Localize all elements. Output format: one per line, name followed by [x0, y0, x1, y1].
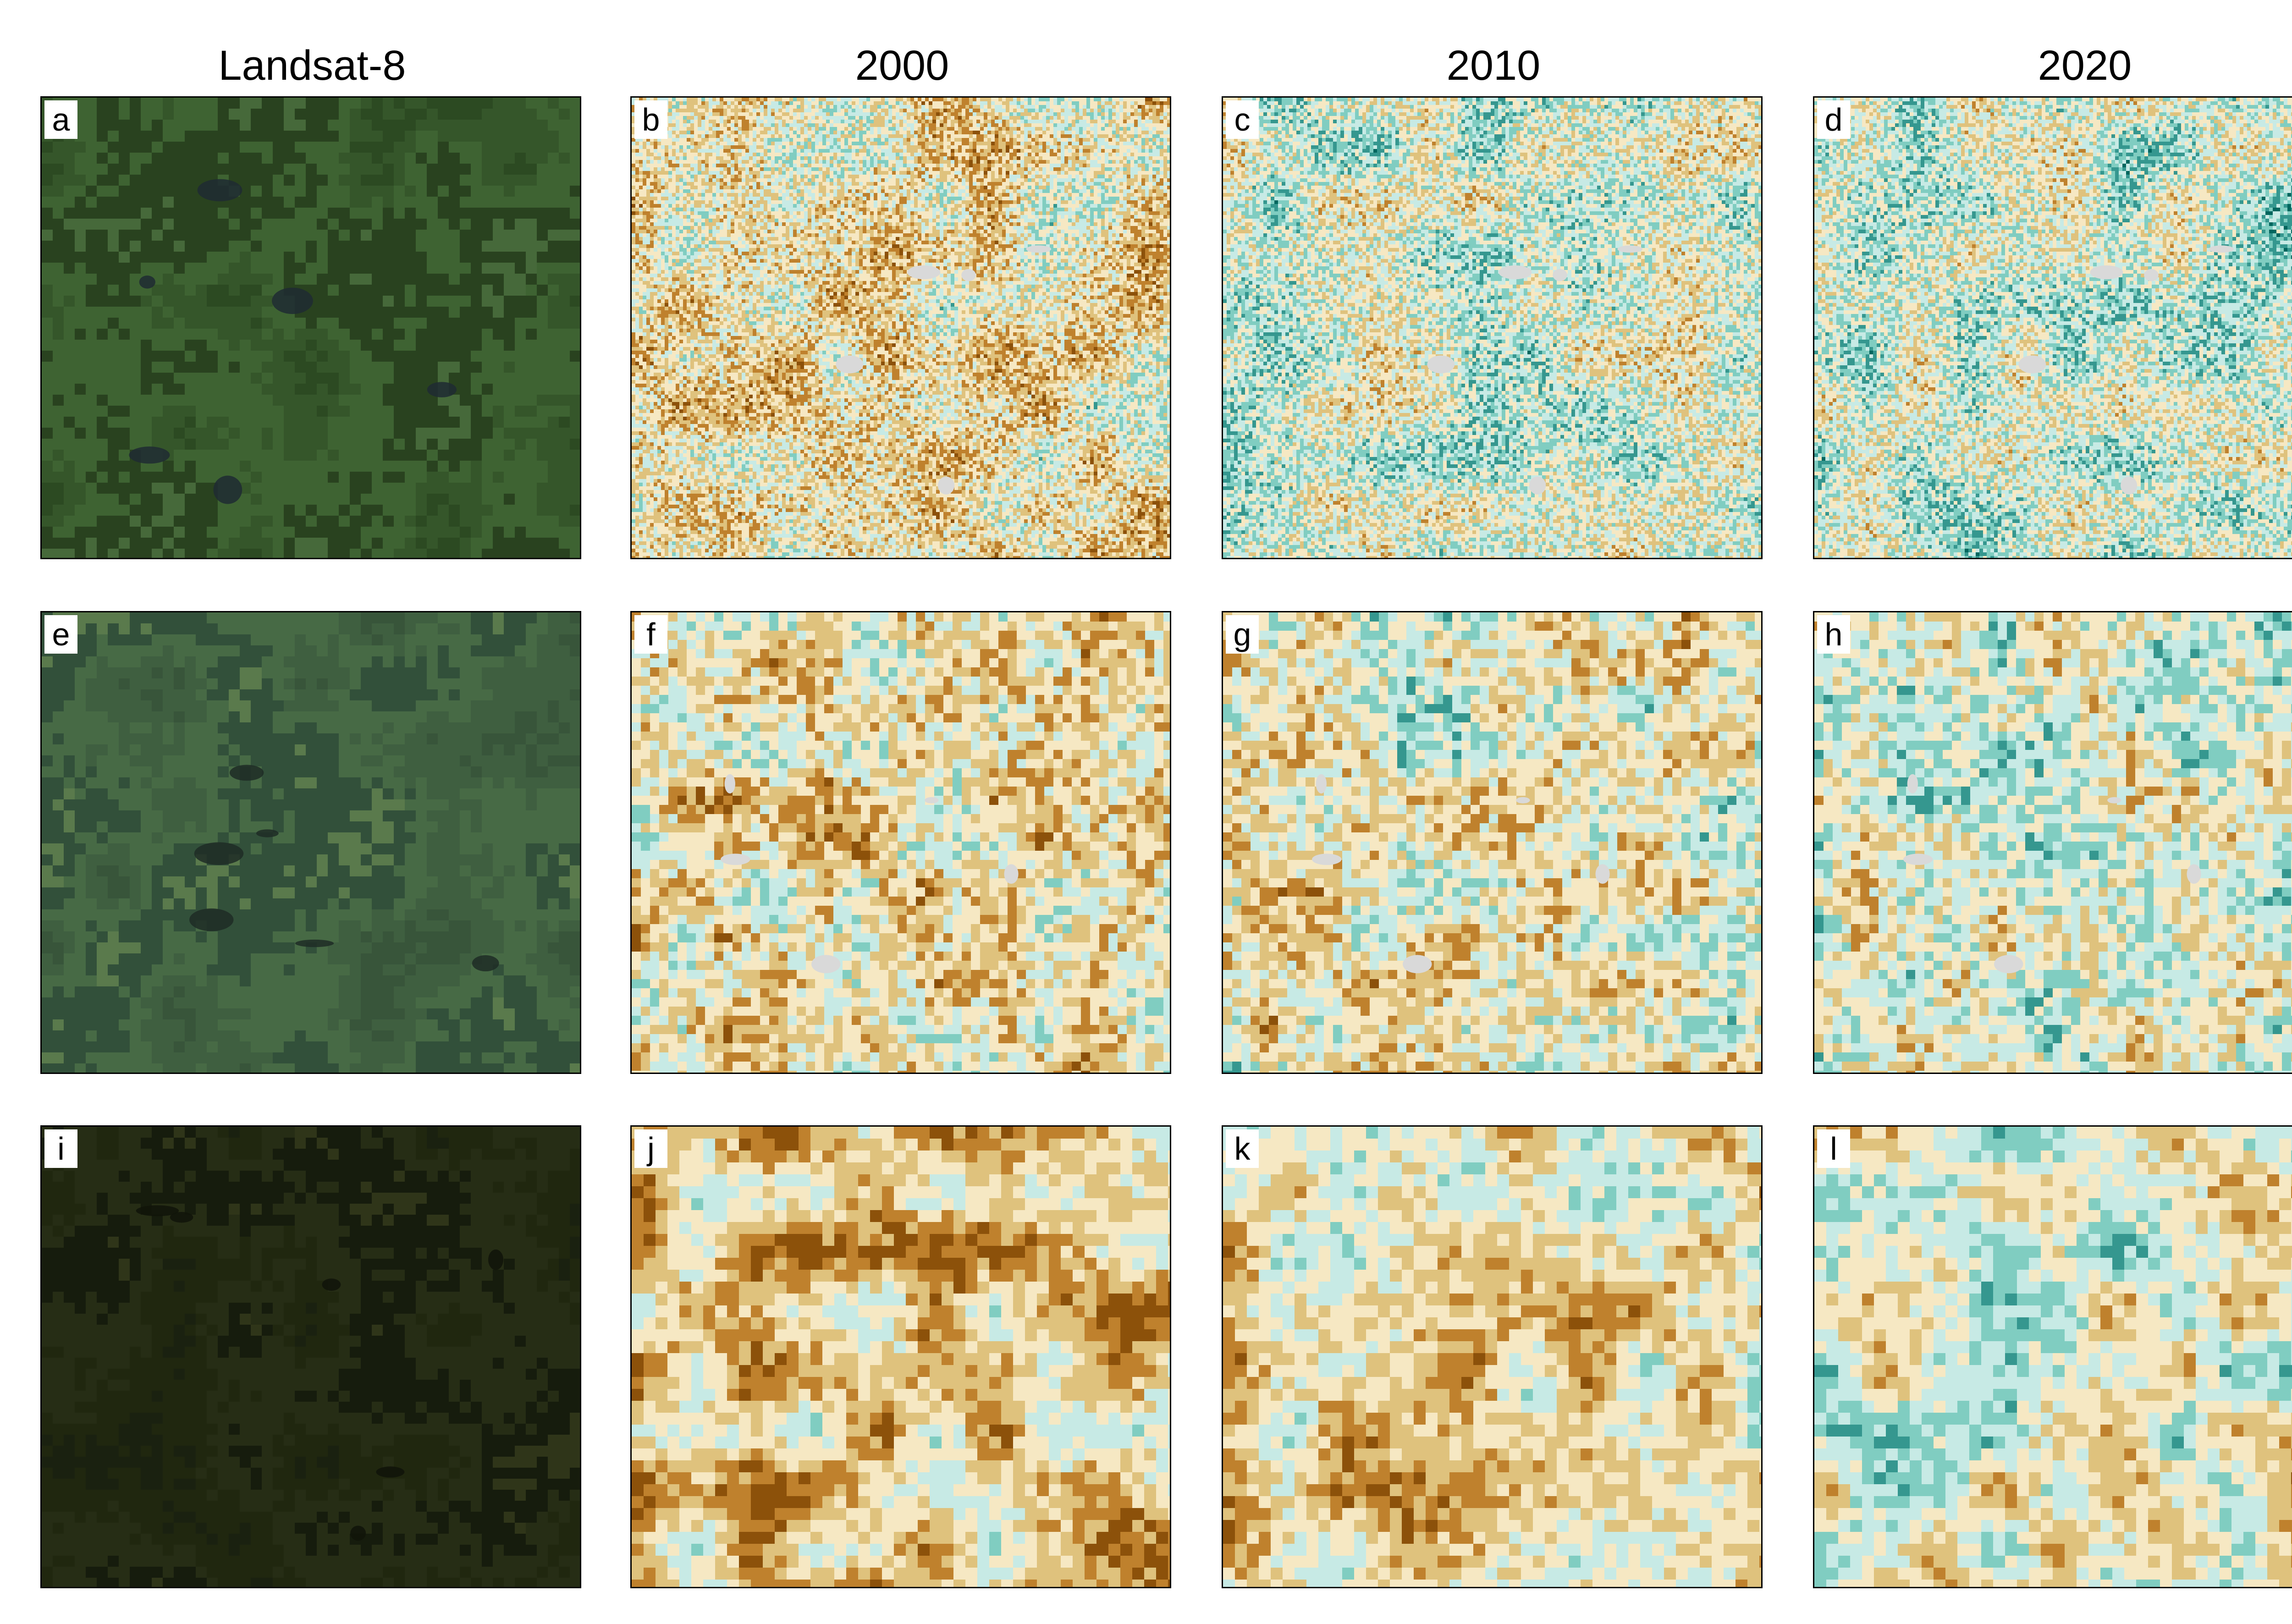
panel-label-j: j	[634, 1129, 667, 1168]
panel-label-f: f	[634, 615, 667, 654]
panel-label-a: a	[44, 100, 77, 139]
panel-label-d: d	[1817, 100, 1850, 139]
panel-g: g	[1222, 611, 1763, 1074]
panel-label-h: h	[1817, 615, 1850, 654]
panel-image-l	[1814, 1127, 2292, 1587]
panel-image-d	[1814, 98, 2292, 558]
panel-l: l	[1813, 1125, 2292, 1588]
panel-image-j	[632, 1127, 1170, 1587]
panel-h: h	[1813, 611, 2292, 1074]
panel-label-g: g	[1226, 615, 1259, 654]
column-header-2010: 2010	[1222, 40, 1765, 91]
panel-image-h	[1814, 612, 2292, 1073]
panel-b: b	[630, 96, 1171, 559]
panel-image-f	[632, 612, 1170, 1073]
panel-label-k: k	[1226, 1129, 1259, 1168]
panel-k: k	[1222, 1125, 1763, 1588]
panel-a: a	[40, 96, 581, 559]
panel-image-k	[1223, 1127, 1761, 1587]
panel-image-a	[42, 98, 580, 558]
column-header-2020: 2020	[1813, 40, 2292, 91]
panel-image-c	[1223, 98, 1761, 558]
panel-image-i	[42, 1127, 580, 1587]
panel-j: j	[630, 1125, 1171, 1588]
panel-f: f	[630, 611, 1171, 1074]
panel-e: e	[40, 611, 581, 1074]
panel-label-c: c	[1226, 100, 1259, 139]
column-header-landsat: Landsat-8	[40, 40, 584, 91]
panel-c: c	[1222, 96, 1763, 559]
panel-label-l: l	[1817, 1129, 1850, 1168]
column-header-2000: 2000	[630, 40, 1174, 91]
panel-image-b	[632, 98, 1170, 558]
panel-image-g	[1223, 612, 1761, 1073]
panel-label-i: i	[44, 1129, 77, 1168]
panel-i: i	[40, 1125, 581, 1588]
panel-label-b: b	[634, 100, 667, 139]
panel-label-e: e	[44, 615, 77, 654]
panel-image-e	[42, 612, 580, 1073]
panel-d: d	[1813, 96, 2292, 559]
